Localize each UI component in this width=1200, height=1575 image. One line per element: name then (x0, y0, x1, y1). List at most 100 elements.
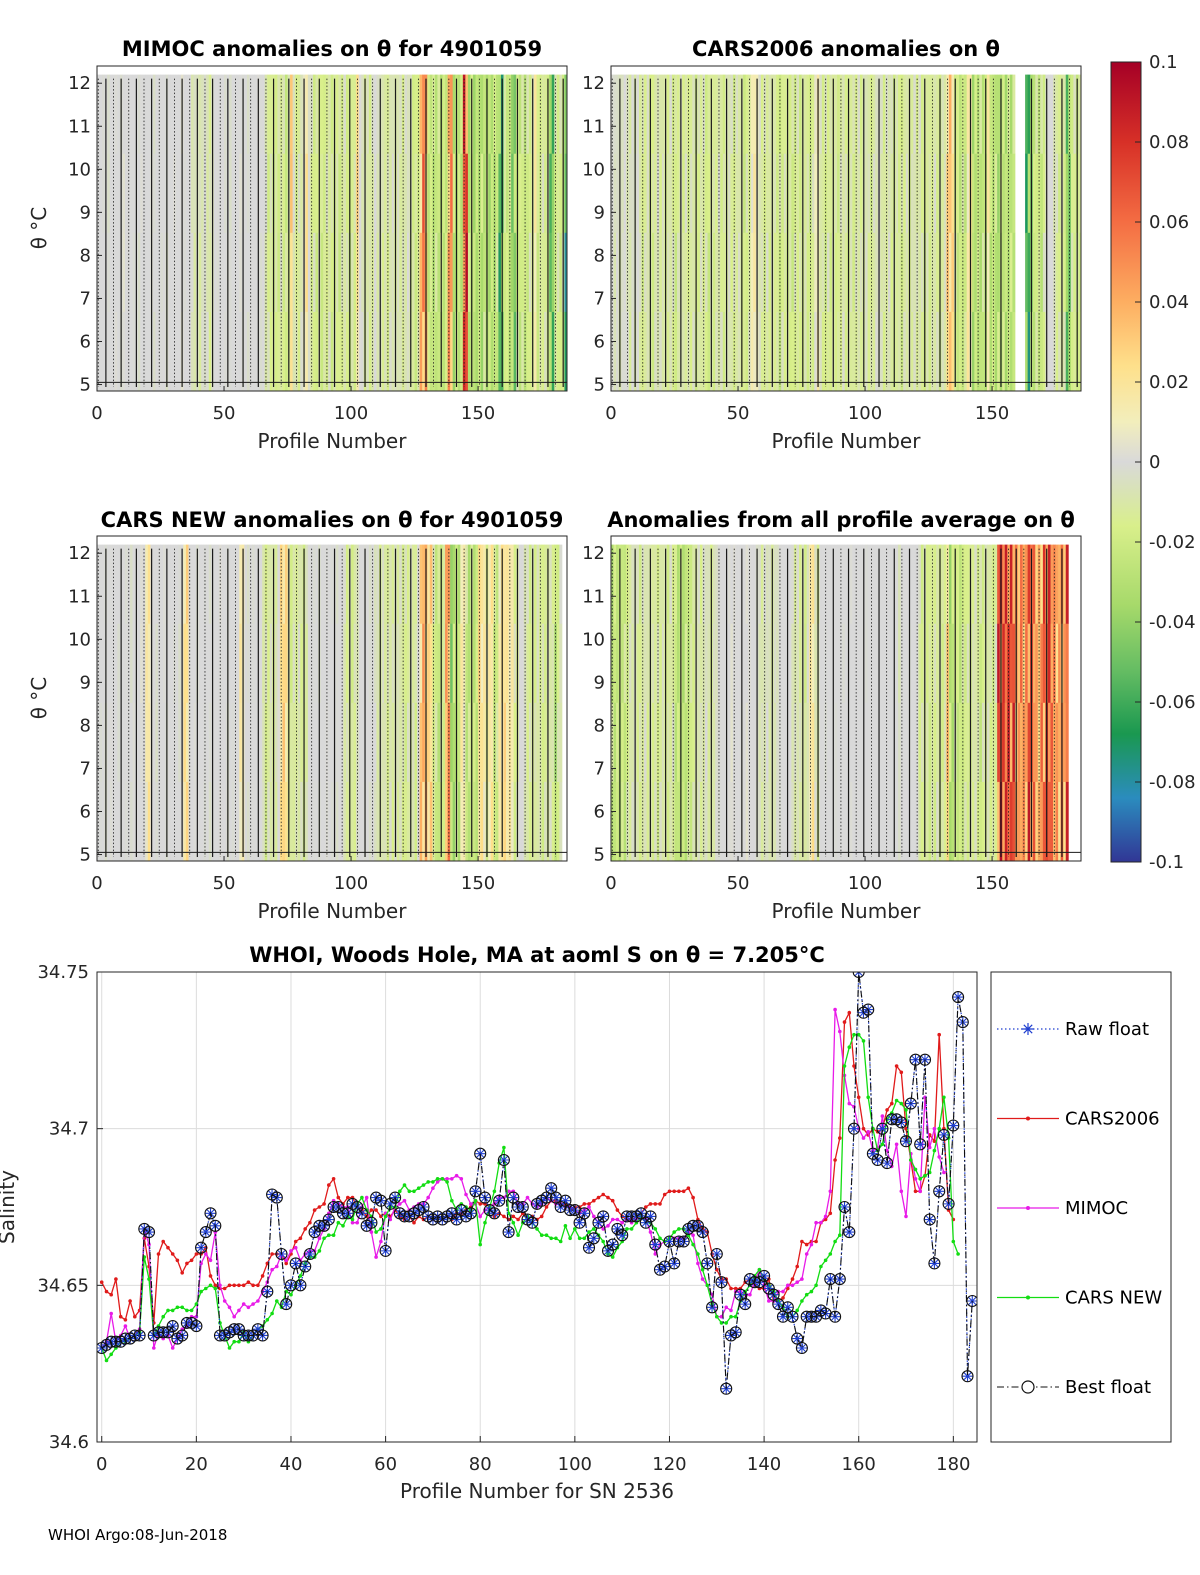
heatmap-cell (783, 623, 787, 704)
heatmap-cell (338, 702, 342, 783)
heatmap-cell (819, 544, 823, 625)
heatmap-cell (414, 311, 418, 391)
heatmap-cell (442, 544, 446, 625)
heatmap-cell (533, 623, 537, 704)
heatmap-cell (99, 74, 103, 155)
heatmap-cell (437, 702, 441, 783)
data-point (431, 1186, 435, 1190)
heatmap-cell (852, 623, 856, 704)
heatmap-cell (895, 153, 899, 234)
heatmap-cell (361, 781, 365, 861)
data-point (856, 1032, 861, 1037)
heatmap-cell (948, 153, 952, 234)
heatmap-cell (915, 623, 919, 704)
heatmap-cell (1040, 702, 1044, 783)
heatmap-cell (251, 74, 255, 155)
heatmap-cell (875, 311, 879, 391)
heatmap-cell (356, 623, 360, 704)
heatmap-cell (236, 544, 240, 625)
heatmap-cell (178, 702, 182, 783)
data-point (256, 1299, 260, 1303)
heatmap-cell (628, 153, 632, 234)
data-point (284, 1258, 289, 1263)
heatmap-cell (814, 702, 818, 783)
heatmap-cell (109, 153, 113, 234)
heatmap-cell (885, 781, 889, 861)
heatmap-cell (467, 544, 471, 625)
heatmap-cell (140, 623, 144, 704)
heatmap-cell (722, 232, 726, 313)
heatmap-cell (216, 232, 220, 313)
heatmap-cell (964, 544, 968, 625)
heatmap-cell (903, 311, 907, 391)
heatmap-cell (913, 623, 917, 704)
heatmap-cell (890, 781, 894, 861)
heatmap-cell (312, 74, 316, 155)
heatmap-cell (732, 781, 736, 861)
heatmap-cell (320, 311, 324, 391)
heatmap-cell (763, 623, 767, 704)
data-point (170, 1252, 175, 1256)
heatmap-cell (147, 74, 151, 155)
heatmap-cell (406, 702, 410, 783)
data-point (241, 1302, 246, 1306)
heatmap-cell (875, 702, 879, 783)
heatmap-cell (1070, 311, 1074, 391)
heatmap-cell (99, 702, 103, 783)
heatmap-cell (964, 311, 968, 391)
heatmap-cell (404, 74, 408, 155)
heatmap-cell (285, 74, 288, 155)
heatmap-cell (842, 74, 846, 155)
heatmap-cell (132, 232, 136, 313)
heatmap-cell (931, 781, 935, 861)
heatmap-cell (513, 781, 517, 861)
data-point (773, 1299, 784, 1310)
heatmap-cell (533, 153, 537, 234)
data-point (650, 1239, 661, 1250)
heatmap-cell (765, 623, 769, 704)
heatmap-cell (508, 311, 512, 391)
heatmap-cell (1017, 781, 1021, 861)
data-point (899, 1101, 904, 1106)
data-point (256, 1283, 260, 1288)
heatmap-cell (422, 781, 426, 861)
y-tick-label: 9 (80, 672, 91, 693)
heatmap-cell (903, 74, 907, 155)
heatmap-cell (745, 702, 749, 783)
heatmap-cell (971, 623, 975, 704)
y-tick-label: 6 (80, 801, 91, 822)
heatmap-cell (1058, 232, 1062, 313)
heatmap-cell (295, 781, 299, 861)
heatmap-cell (185, 781, 189, 861)
heatmap-cell (826, 781, 830, 861)
heatmap-cell (905, 702, 909, 783)
heatmap-cell (97, 153, 100, 234)
heatmap-cell (201, 232, 205, 313)
heatmap-cell (651, 544, 655, 625)
heatmap-cell (224, 232, 227, 313)
heatmap-cell (521, 153, 525, 234)
heatmap-cell (457, 544, 461, 625)
data-point (909, 1053, 922, 1066)
heatmap-cell (646, 311, 650, 391)
heatmap-cell (396, 153, 400, 234)
heatmap-cell (651, 74, 655, 155)
data-point (852, 1032, 856, 1037)
heatmap-cell (251, 311, 255, 391)
heatmap-cell (157, 311, 161, 391)
heatmap-cell (465, 702, 469, 783)
heatmap-cell (956, 781, 960, 861)
heatmap-cell (140, 311, 144, 391)
heatmap-cell (127, 781, 131, 861)
heatmap-cell (381, 623, 385, 704)
heatmap-cell (745, 781, 749, 861)
heatmap-cell (1047, 623, 1051, 704)
heatmap-cell (641, 781, 645, 861)
data-point (962, 1371, 973, 1382)
heatmap-cell (765, 311, 769, 391)
data-point (866, 1130, 870, 1134)
heatmap-cell (692, 311, 696, 391)
heatmap-cell (705, 153, 708, 234)
heatmap-cell (677, 544, 680, 625)
heatmap-cell (621, 702, 625, 783)
